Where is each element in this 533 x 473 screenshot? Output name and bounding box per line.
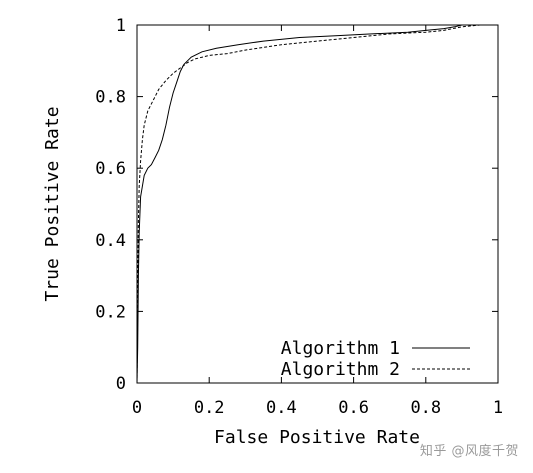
y-axis-label: True Positive Rate xyxy=(42,106,63,301)
plot-frame xyxy=(136,24,499,384)
series-line-2 xyxy=(136,24,498,384)
y-tick-label: 0.6 xyxy=(95,159,126,179)
x-tick-label: 0.4 xyxy=(266,398,297,418)
x-tick-label: 0.2 xyxy=(194,398,225,418)
series-line-1 xyxy=(136,24,498,384)
y-tick-label: 0.4 xyxy=(95,231,126,251)
y-tick-label: 1 xyxy=(116,16,126,36)
legend-label: Algorithm 1 xyxy=(281,338,400,359)
y-tick-label: 0.8 xyxy=(95,88,126,108)
y-tick-label: 0 xyxy=(116,374,126,394)
x-tick-label: 0 xyxy=(132,398,142,418)
legend-label: Algorithm 2 xyxy=(281,359,400,380)
tick-labels: 0 0.2 0.4 0.6 0.8 1 0 0.2 0.4 0.6 0.8 1 xyxy=(95,16,503,418)
series-lines xyxy=(136,24,498,384)
watermark: 知乎 @风度千贺 xyxy=(419,444,519,459)
y-tick-label: 0.2 xyxy=(95,302,126,322)
x-tick-label: 1 xyxy=(493,398,503,418)
x-axis-label: False Positive Rate xyxy=(214,427,420,448)
axis-ticks xyxy=(136,24,499,384)
x-tick-label: 0.8 xyxy=(410,398,441,418)
x-tick-label: 0.6 xyxy=(338,398,369,418)
